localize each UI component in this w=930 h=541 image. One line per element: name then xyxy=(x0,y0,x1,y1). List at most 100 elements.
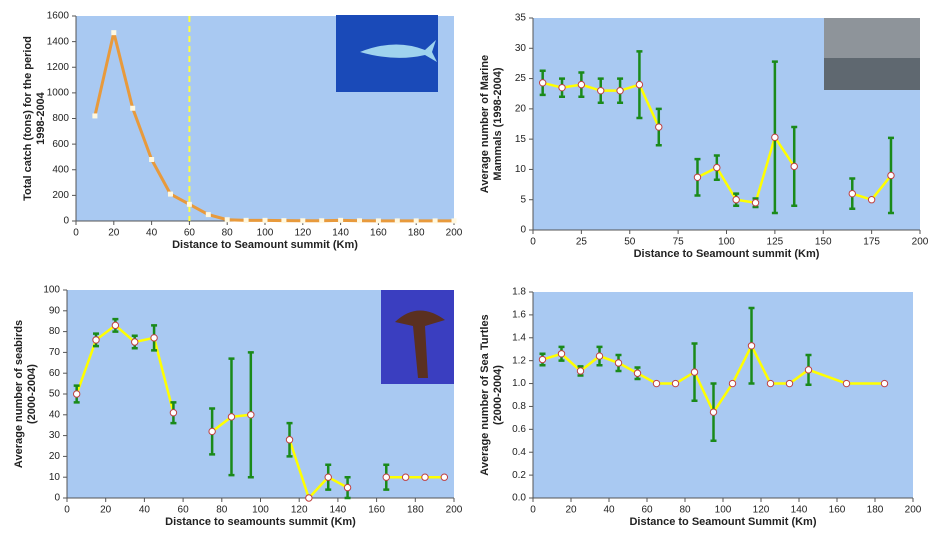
data-point xyxy=(616,86,624,95)
data-point xyxy=(92,113,98,119)
data-point xyxy=(577,80,586,89)
y-axis-label: (2000-2004) xyxy=(26,364,38,424)
x-tick-label: 160 xyxy=(370,228,387,239)
x-tick-label: 20 xyxy=(565,505,577,516)
data-point xyxy=(205,212,211,218)
y-tick-label: 1000 xyxy=(47,88,70,99)
data-point xyxy=(247,411,255,419)
data-point xyxy=(72,390,81,398)
x-tick-label: 200 xyxy=(905,505,922,516)
data-point xyxy=(614,359,623,367)
data-point xyxy=(538,355,547,364)
data-point xyxy=(324,473,332,481)
y-tick-label: 60 xyxy=(49,368,61,379)
data-point xyxy=(169,409,178,417)
y-tick-label: 70 xyxy=(49,347,61,358)
x-tick-label: 125 xyxy=(767,237,784,248)
y-tick-label: 0.8 xyxy=(512,401,526,412)
data-point xyxy=(790,162,798,171)
data-point xyxy=(262,217,268,223)
data-point xyxy=(538,79,547,87)
x-tick-label: 50 xyxy=(624,237,636,248)
data-point xyxy=(208,427,216,436)
data-point xyxy=(785,379,794,388)
data-point xyxy=(728,379,737,388)
data-point xyxy=(382,473,390,481)
data-point xyxy=(842,379,851,388)
y-tick-label: 1.2 xyxy=(512,355,526,366)
x-tick-label: 180 xyxy=(407,505,424,516)
y-axis-label: Average number of seabirds xyxy=(13,320,25,468)
data-point xyxy=(343,483,352,492)
y-tick-label: 100 xyxy=(43,285,60,296)
data-point xyxy=(92,336,100,344)
y-tick-label: 15 xyxy=(515,134,527,145)
x-tick-label: 140 xyxy=(330,505,347,516)
x-tick-label: 100 xyxy=(718,237,735,248)
data-point xyxy=(186,201,192,207)
y-tick-label: 20 xyxy=(515,103,527,114)
x-tick-label: 200 xyxy=(446,228,463,239)
y-tick-label: 200 xyxy=(52,190,69,201)
data-point xyxy=(597,86,605,95)
x-tick-label: 80 xyxy=(216,505,228,516)
data-point xyxy=(300,218,306,224)
data-point xyxy=(421,473,429,481)
data-point xyxy=(375,218,381,224)
x-tick-label: 180 xyxy=(867,505,884,516)
x-tick-label: 150 xyxy=(815,237,832,248)
x-tick-label: 80 xyxy=(679,505,691,516)
x-tick-label: 60 xyxy=(178,505,190,516)
data-point xyxy=(671,379,680,388)
data-point xyxy=(243,217,249,223)
data-point xyxy=(131,338,139,346)
data-point xyxy=(766,379,775,388)
data-point xyxy=(690,368,699,376)
x-tick-label: 140 xyxy=(791,505,808,516)
data-point xyxy=(887,171,895,180)
x-tick-label: 200 xyxy=(446,505,463,516)
x-tick-label: 160 xyxy=(829,505,846,516)
x-tick-label: 160 xyxy=(368,505,385,516)
data-point xyxy=(130,105,136,111)
data-point xyxy=(595,352,604,360)
y-tick-label: 30 xyxy=(49,430,61,441)
y-tick-label: 1.0 xyxy=(512,378,526,389)
data-point xyxy=(635,80,644,89)
y-axis-label: Average number of Marine xyxy=(479,55,491,193)
data-point xyxy=(150,334,158,342)
data-point xyxy=(693,173,702,182)
data-point xyxy=(655,123,663,131)
y-tick-label: 20 xyxy=(49,451,61,462)
data-point xyxy=(285,436,294,444)
x-tick-label: 100 xyxy=(257,228,274,239)
y-tick-label: 800 xyxy=(52,113,69,124)
sea-photo-water xyxy=(824,58,920,90)
x-axis-label: Distance to Seamount Summit (Km) xyxy=(629,516,816,528)
y-tick-label: 1.4 xyxy=(512,332,526,343)
data-point xyxy=(432,218,438,224)
x-axis-label: Distance to Seamount summit (Km) xyxy=(172,239,358,251)
data-point xyxy=(149,157,155,162)
data-point xyxy=(111,321,120,330)
data-point xyxy=(751,199,760,207)
data-point xyxy=(394,218,400,224)
y-tick-label: 1200 xyxy=(47,62,70,73)
data-point xyxy=(413,218,419,224)
x-tick-label: 80 xyxy=(222,228,234,239)
plot-area xyxy=(533,292,913,498)
data-point xyxy=(557,350,566,358)
y-tick-label: 600 xyxy=(52,139,69,150)
data-point xyxy=(357,218,362,224)
data-point xyxy=(440,473,449,481)
data-point xyxy=(401,473,410,481)
x-tick-label: 60 xyxy=(184,228,196,239)
y-tick-label: 400 xyxy=(52,164,69,175)
x-tick-label: 40 xyxy=(146,228,158,239)
data-point xyxy=(338,217,344,223)
y-tick-label: 0.2 xyxy=(512,470,526,481)
x-tick-label: 180 xyxy=(408,228,425,239)
x-axis-label: Distance to Seamount summit (Km) xyxy=(634,248,820,260)
data-point xyxy=(305,494,313,502)
